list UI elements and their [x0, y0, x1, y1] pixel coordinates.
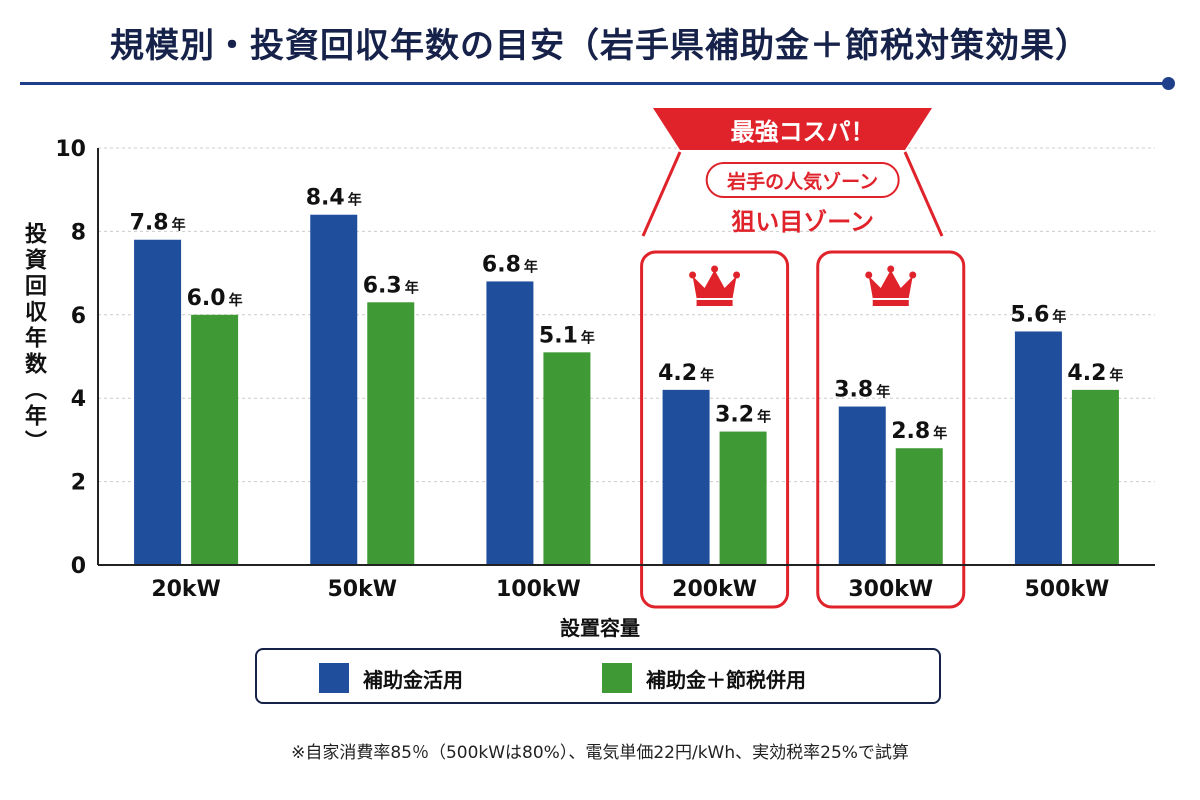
bar-subsidy-tax	[895, 448, 943, 565]
x-tick-label: 200kW	[672, 577, 757, 602]
data-label: 3.2 年	[715, 403, 771, 428]
data-label: 2.8 年	[891, 419, 947, 444]
legend-item-subsidy-tax: 補助金＋節税併用	[602, 663, 806, 693]
banner-shape	[653, 108, 932, 150]
y-tick-label: 8	[71, 220, 86, 245]
bar-subsidy-tax	[1071, 389, 1119, 565]
data-label: 4.2 年	[658, 361, 714, 386]
crown-base	[696, 300, 733, 306]
data-label: 5.1 年	[539, 323, 595, 348]
data-label: 3.8 年	[834, 378, 890, 403]
data-label: 6.0 年	[187, 286, 243, 311]
crown-icon	[865, 265, 917, 306]
bar-subsidy-tax	[367, 302, 415, 565]
footnote: ※自家消費率85％（500kWは80%）、電気単価22円/kWh、実効税率25%…	[291, 743, 909, 763]
y-tick-label: 2	[71, 471, 86, 496]
crown-jewel	[711, 265, 719, 273]
bar-subsidy-tax	[191, 314, 239, 565]
zone-subtitle: 狙い目ゾーン	[731, 208, 874, 236]
bar-series	[134, 214, 1119, 566]
crown-shape	[692, 270, 737, 298]
bar-subsidy	[486, 281, 534, 565]
y-tick-label: 0	[71, 554, 86, 579]
y-tick-label: 10	[55, 137, 86, 162]
badge-text: 岩手の人気ゾーン	[726, 170, 878, 193]
connector-line	[641, 151, 682, 237]
bar-subsidy-tax	[719, 431, 767, 565]
y-tick-label: 4	[71, 387, 86, 412]
x-tick-label: 100kW	[496, 577, 581, 602]
x-tick-label: 50kW	[327, 577, 397, 602]
legend-label: 補助金活用	[363, 667, 463, 692]
x-axis-label: 設置容量	[560, 616, 640, 640]
highlight-box	[816, 250, 966, 609]
legend-swatch-green	[602, 663, 632, 693]
data-label: 7.8 年	[130, 211, 186, 236]
crown-jewel	[865, 271, 873, 279]
crown-base	[872, 300, 909, 306]
grid-lines	[98, 147, 1155, 483]
bar-subsidy	[1014, 331, 1062, 565]
page-title: 規模別・投資回収年数の目安（岩手県補助金＋節税対策効果）	[110, 26, 1090, 66]
legend-item-subsidy: 補助金活用	[319, 663, 463, 693]
data-label: 8.4 年	[306, 186, 362, 211]
x-tick-label: 20kW	[151, 577, 221, 602]
crown-jewel	[733, 271, 741, 279]
connector-line	[903, 151, 944, 237]
legend-label: 補助金＋節税併用	[646, 667, 806, 692]
data-label: 6.8 年	[482, 252, 538, 277]
x-tick-label: 500kW	[1025, 577, 1110, 602]
title-dot	[1162, 77, 1175, 90]
data-label: 6.3 年	[363, 273, 419, 298]
crown-jewel	[909, 271, 917, 279]
bar-subsidy	[134, 239, 182, 566]
y-tick-label: 6	[71, 304, 86, 329]
bar-subsidy	[310, 214, 358, 565]
axes: 0 2 4 6 8 10 20kW 50kW 100kW 200kW 300kW 500kW	[55, 137, 1155, 602]
bar-subsidy	[662, 389, 710, 565]
data-label: 5.6 年	[1010, 302, 1066, 327]
legend-swatch-blue	[319, 663, 349, 693]
highlight-box	[640, 250, 790, 609]
badge-pill	[705, 162, 900, 198]
crown-jewel	[887, 265, 895, 273]
crown-shape	[868, 270, 913, 298]
x-tick-label: 300kW	[848, 577, 933, 602]
data-label: 4.2 年	[1067, 361, 1123, 386]
y-axis-label: 投資回収年数（年）	[21, 222, 46, 456]
data-labels: 7.8 年6.0 年8.4 年6.3 年6.8 年5.1 年4.2 年3.2 年3.8 年2.8 年…	[130, 186, 1124, 445]
legend: 補助金活用 補助金＋節税併用	[255, 648, 941, 704]
title-rule	[20, 82, 1170, 85]
crown-icon	[689, 265, 741, 306]
bar-subsidy-tax	[543, 352, 591, 565]
crown-jewel	[689, 271, 697, 279]
banner-text: 最強コスパ！	[731, 118, 875, 146]
bar-subsidy	[838, 406, 886, 565]
